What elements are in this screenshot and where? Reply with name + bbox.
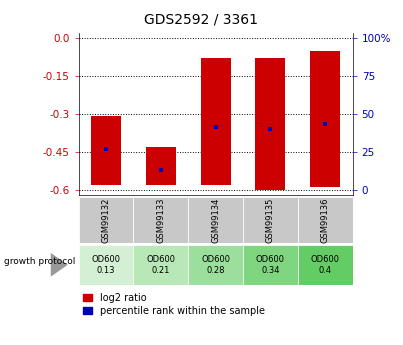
Legend: log2 ratio, percentile rank within the sample: log2 ratio, percentile rank within the s…	[83, 293, 265, 316]
Text: GSM99136: GSM99136	[321, 197, 330, 243]
Text: GSM99133: GSM99133	[156, 197, 165, 243]
Bar	[201, 58, 231, 185]
Text: growth protocol: growth protocol	[4, 257, 75, 266]
Text: OD600
0.34: OD600 0.34	[256, 255, 285, 275]
Bar	[188, 245, 243, 285]
Bar	[243, 197, 298, 243]
Bar	[133, 197, 188, 243]
Text: GSM99134: GSM99134	[211, 197, 220, 243]
Text: OD600
0.13: OD600 0.13	[91, 255, 120, 275]
Bar	[298, 197, 353, 243]
Bar	[243, 245, 298, 285]
Bar	[310, 50, 340, 187]
Bar	[188, 197, 243, 243]
Text: GDS2592 / 3361: GDS2592 / 3361	[145, 12, 258, 26]
Text: GSM99135: GSM99135	[266, 197, 275, 243]
Bar	[91, 116, 121, 185]
Bar	[79, 245, 133, 285]
Bar	[133, 245, 188, 285]
Bar	[146, 147, 176, 185]
Text: GSM99132: GSM99132	[102, 197, 110, 243]
Text: OD600
0.4: OD600 0.4	[311, 255, 340, 275]
Polygon shape	[51, 253, 68, 277]
Text: OD600
0.28: OD600 0.28	[201, 255, 230, 275]
Bar	[256, 58, 285, 190]
Text: OD600
0.21: OD600 0.21	[146, 255, 175, 275]
Bar	[79, 197, 133, 243]
Bar	[298, 245, 353, 285]
